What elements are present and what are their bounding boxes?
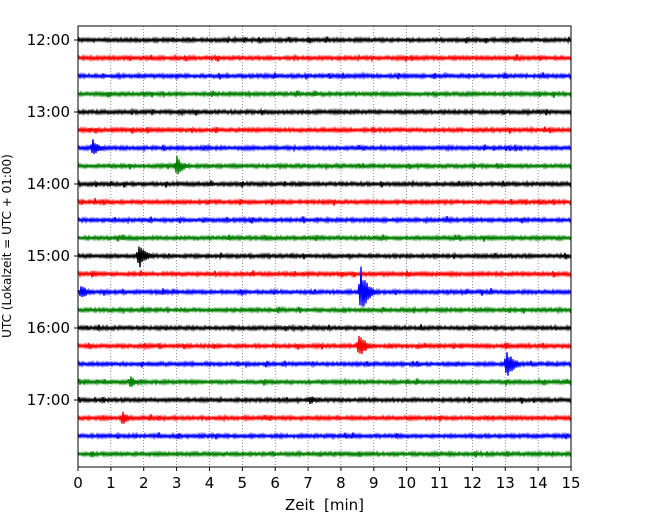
seismogram-trace (77, 246, 572, 268)
x-tick-label: 9 (369, 474, 379, 492)
x-tick-label: 1 (106, 474, 116, 492)
x-tick-label: 12 (463, 474, 482, 492)
seismogram-trace (77, 197, 572, 207)
seismogram-trace (77, 179, 572, 189)
seismogram-traces (77, 35, 572, 459)
y-tick-label: 12:00 (27, 31, 70, 49)
seismogram-trace (77, 107, 572, 117)
x-tick-label: 0 (73, 474, 83, 492)
y-axis-ticks: 12:00 13:00 14:00 15:00 16:00 17:00 (27, 31, 78, 409)
x-tick-label: 10 (397, 474, 416, 492)
x-tick-label: 5 (238, 474, 248, 492)
y-tick-label: 17:00 (27, 391, 70, 409)
x-tick-label: 15 (561, 474, 580, 492)
seismogram-trace (77, 71, 572, 81)
seismogram-trace (77, 215, 572, 225)
seismogram-trace (77, 125, 572, 135)
x-tick-label: 11 (430, 474, 449, 492)
y-tick-label: 14:00 (27, 175, 70, 193)
x-tick-label: 3 (172, 474, 182, 492)
x-tick-label: 7 (303, 474, 313, 492)
seismogram-trace (77, 266, 572, 307)
seismogram-trace (77, 305, 572, 315)
seismogram-trace (77, 139, 572, 155)
seismogram-trace (77, 233, 572, 243)
x-axis-label: Zeit [min] (285, 496, 364, 514)
seismogram-trace (77, 89, 572, 99)
x-axis-ticks: 0 1 2 3 4 5 6 7 8 9 10 11 12 13 14 15 (73, 467, 581, 492)
seismogram-trace (77, 156, 572, 175)
seismogram-trace (77, 411, 572, 424)
seismogram-trace (77, 352, 572, 376)
seismogram-trace (77, 395, 572, 405)
x-tick-label: 8 (336, 474, 346, 492)
x-tick-label: 4 (205, 474, 215, 492)
seismogram-trace (77, 336, 572, 354)
x-tick-label: 6 (270, 474, 280, 492)
seismogram-trace (77, 53, 572, 63)
seismogram-trace (77, 323, 572, 333)
y-tick-label: 13:00 (27, 103, 70, 121)
y-axis-label: UTC (Lokalzeit = UTC + 01:00) (0, 154, 14, 338)
seismogram-trace (77, 431, 572, 441)
x-tick-label: 2 (139, 474, 149, 492)
x-tick-label: 14 (529, 474, 548, 492)
y-tick-label: 16:00 (27, 319, 70, 337)
seismogram-trace (77, 35, 572, 45)
x-tick-label: 13 (496, 474, 515, 492)
plot-frame (77, 25, 572, 468)
seismogram-trace (77, 269, 572, 279)
seismogram-trace (77, 376, 572, 387)
y-tick-label: 15:00 (27, 247, 70, 265)
seismogram-trace (77, 449, 572, 459)
